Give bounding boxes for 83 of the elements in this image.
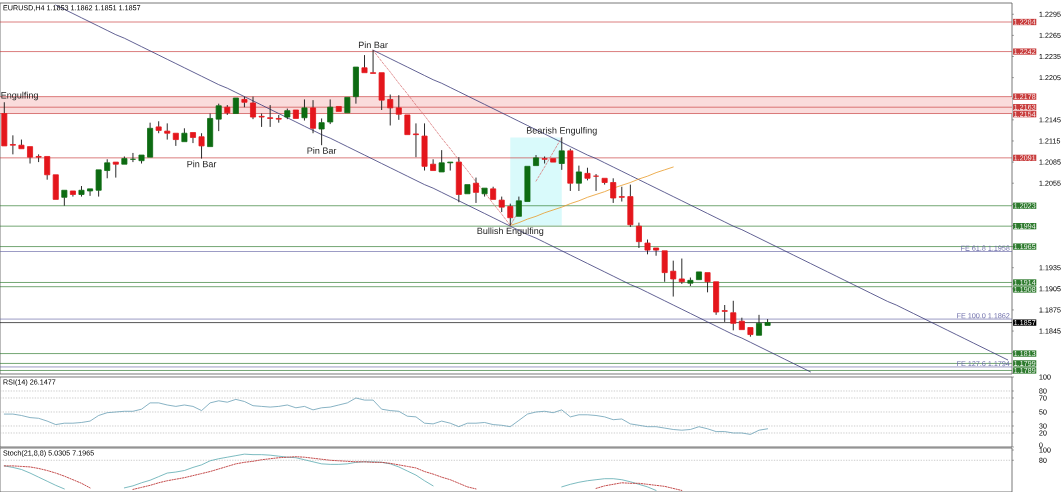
candlestick bbox=[318, 117, 325, 146]
candlestick bbox=[87, 188, 94, 197]
candlestick bbox=[412, 122, 419, 158]
candlestick bbox=[95, 169, 102, 198]
candlestick bbox=[207, 113, 214, 148]
candlestick bbox=[327, 98, 334, 125]
candlestick bbox=[721, 304, 728, 323]
candlestick bbox=[550, 158, 557, 163]
candlestick bbox=[678, 258, 685, 285]
candlestick bbox=[764, 318, 771, 326]
candlestick bbox=[198, 132, 205, 160]
candlestick bbox=[404, 114, 411, 136]
candlestick bbox=[507, 203, 514, 226]
candlestick bbox=[430, 158, 437, 171]
candlestick bbox=[190, 132, 196, 144]
candlestick bbox=[301, 98, 308, 122]
candlestick bbox=[18, 139, 25, 150]
candlestick bbox=[352, 66, 359, 105]
candlestick bbox=[164, 122, 171, 141]
candlestick bbox=[464, 184, 471, 195]
candlestick bbox=[704, 272, 711, 293]
candlestick bbox=[696, 271, 702, 281]
candlestick bbox=[661, 250, 668, 283]
line-series bbox=[3, 397, 768, 435]
candlestick bbox=[438, 149, 445, 173]
candlestick bbox=[627, 184, 634, 228]
candlestick bbox=[121, 156, 128, 165]
candlestick bbox=[730, 300, 737, 331]
candlestick bbox=[250, 96, 256, 120]
candlestick bbox=[635, 222, 642, 249]
candlestick bbox=[292, 109, 299, 119]
candlestick bbox=[52, 174, 59, 200]
candlestick bbox=[78, 185, 85, 198]
candlestick bbox=[490, 186, 497, 200]
candlestick bbox=[524, 165, 531, 202]
candlestick bbox=[533, 154, 539, 167]
candlestick bbox=[747, 327, 754, 338]
candlestick bbox=[541, 156, 548, 164]
candlestick bbox=[361, 54, 368, 74]
candlestick bbox=[447, 161, 454, 172]
candlestick bbox=[618, 186, 625, 202]
candlestick bbox=[310, 99, 317, 134]
candlestick bbox=[344, 96, 351, 114]
candlestick bbox=[267, 104, 274, 128]
candlestick bbox=[1, 101, 8, 147]
candlestick bbox=[232, 97, 239, 114]
annotation: Engulfing bbox=[1, 91, 38, 101]
candlestick bbox=[387, 94, 394, 126]
candlestick bbox=[601, 177, 608, 186]
candlestick bbox=[738, 317, 745, 331]
candlestick bbox=[69, 190, 76, 198]
candlestick bbox=[27, 146, 33, 164]
candlestick bbox=[515, 196, 522, 217]
candlestick bbox=[224, 104, 231, 116]
candlestick bbox=[395, 94, 402, 121]
candlestick bbox=[370, 49, 377, 74]
candlestick bbox=[112, 161, 119, 179]
candlestick bbox=[138, 154, 145, 164]
annotation: Pin Bar bbox=[358, 41, 388, 49]
candlestick bbox=[215, 103, 222, 132]
candlestick bbox=[378, 72, 385, 111]
line-series bbox=[509, 166, 674, 226]
candlestick bbox=[335, 106, 342, 112]
annotation: Pin Bar bbox=[187, 160, 217, 168]
candlestick bbox=[147, 122, 154, 158]
candlestick bbox=[558, 136, 565, 171]
candlestick bbox=[181, 127, 188, 143]
annotation: Pin Bar bbox=[307, 147, 337, 154]
candlestick bbox=[756, 314, 762, 336]
candlestick bbox=[9, 134, 16, 155]
candlestick bbox=[61, 189, 68, 207]
candlestick bbox=[455, 156, 462, 203]
candlestick bbox=[172, 132, 179, 147]
candlestick bbox=[653, 247, 660, 257]
candlestick bbox=[44, 156, 51, 181]
candlestick bbox=[481, 187, 488, 198]
candlestick bbox=[104, 158, 111, 179]
candlestick bbox=[670, 260, 677, 298]
candlestick bbox=[421, 122, 428, 172]
candlestick bbox=[575, 165, 582, 192]
candlestick bbox=[258, 113, 265, 128]
candlestick bbox=[473, 177, 479, 204]
candlestick bbox=[713, 281, 720, 316]
